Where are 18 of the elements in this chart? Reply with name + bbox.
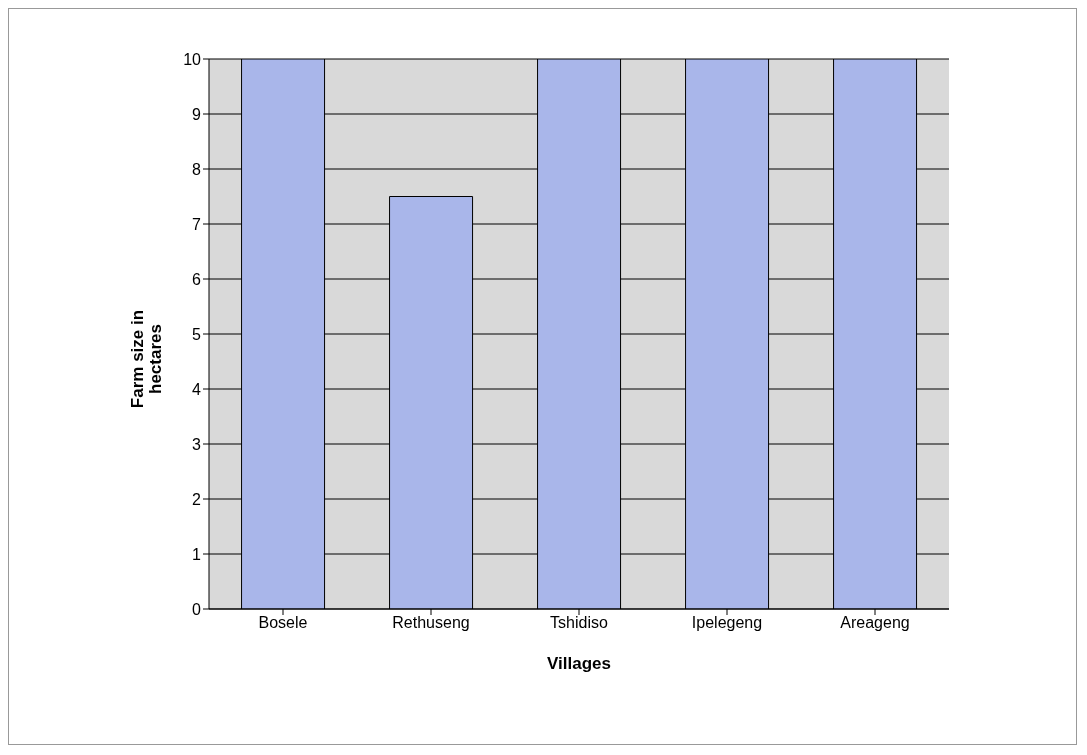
y-tick-label: 0 xyxy=(192,600,202,618)
y-axis-title: Farm size in hectares xyxy=(128,308,165,411)
x-tick-label: Ipelegeng xyxy=(691,614,763,632)
y-tick-label: 1 xyxy=(192,545,202,563)
x-tick-label: Bosele xyxy=(258,614,308,632)
y-tick-label: 7 xyxy=(192,215,202,233)
x-tick-label: Tshidiso xyxy=(550,614,608,632)
y-tick-label: 10 xyxy=(183,50,202,68)
x-tick-label: Areageng xyxy=(840,614,910,632)
y-tick-label: 9 xyxy=(192,105,202,123)
y-tick-label: 8 xyxy=(192,160,202,178)
y-tick-label: 5 xyxy=(192,325,202,343)
x-axis-title: Villages xyxy=(547,654,611,673)
y-tick-label: 4 xyxy=(192,380,202,398)
y-tick-label: 3 xyxy=(192,435,202,453)
y-tick-label: 6 xyxy=(192,270,202,288)
y-tick-label: 2 xyxy=(192,490,202,508)
x-tick-label: Rethuseng xyxy=(392,614,470,632)
